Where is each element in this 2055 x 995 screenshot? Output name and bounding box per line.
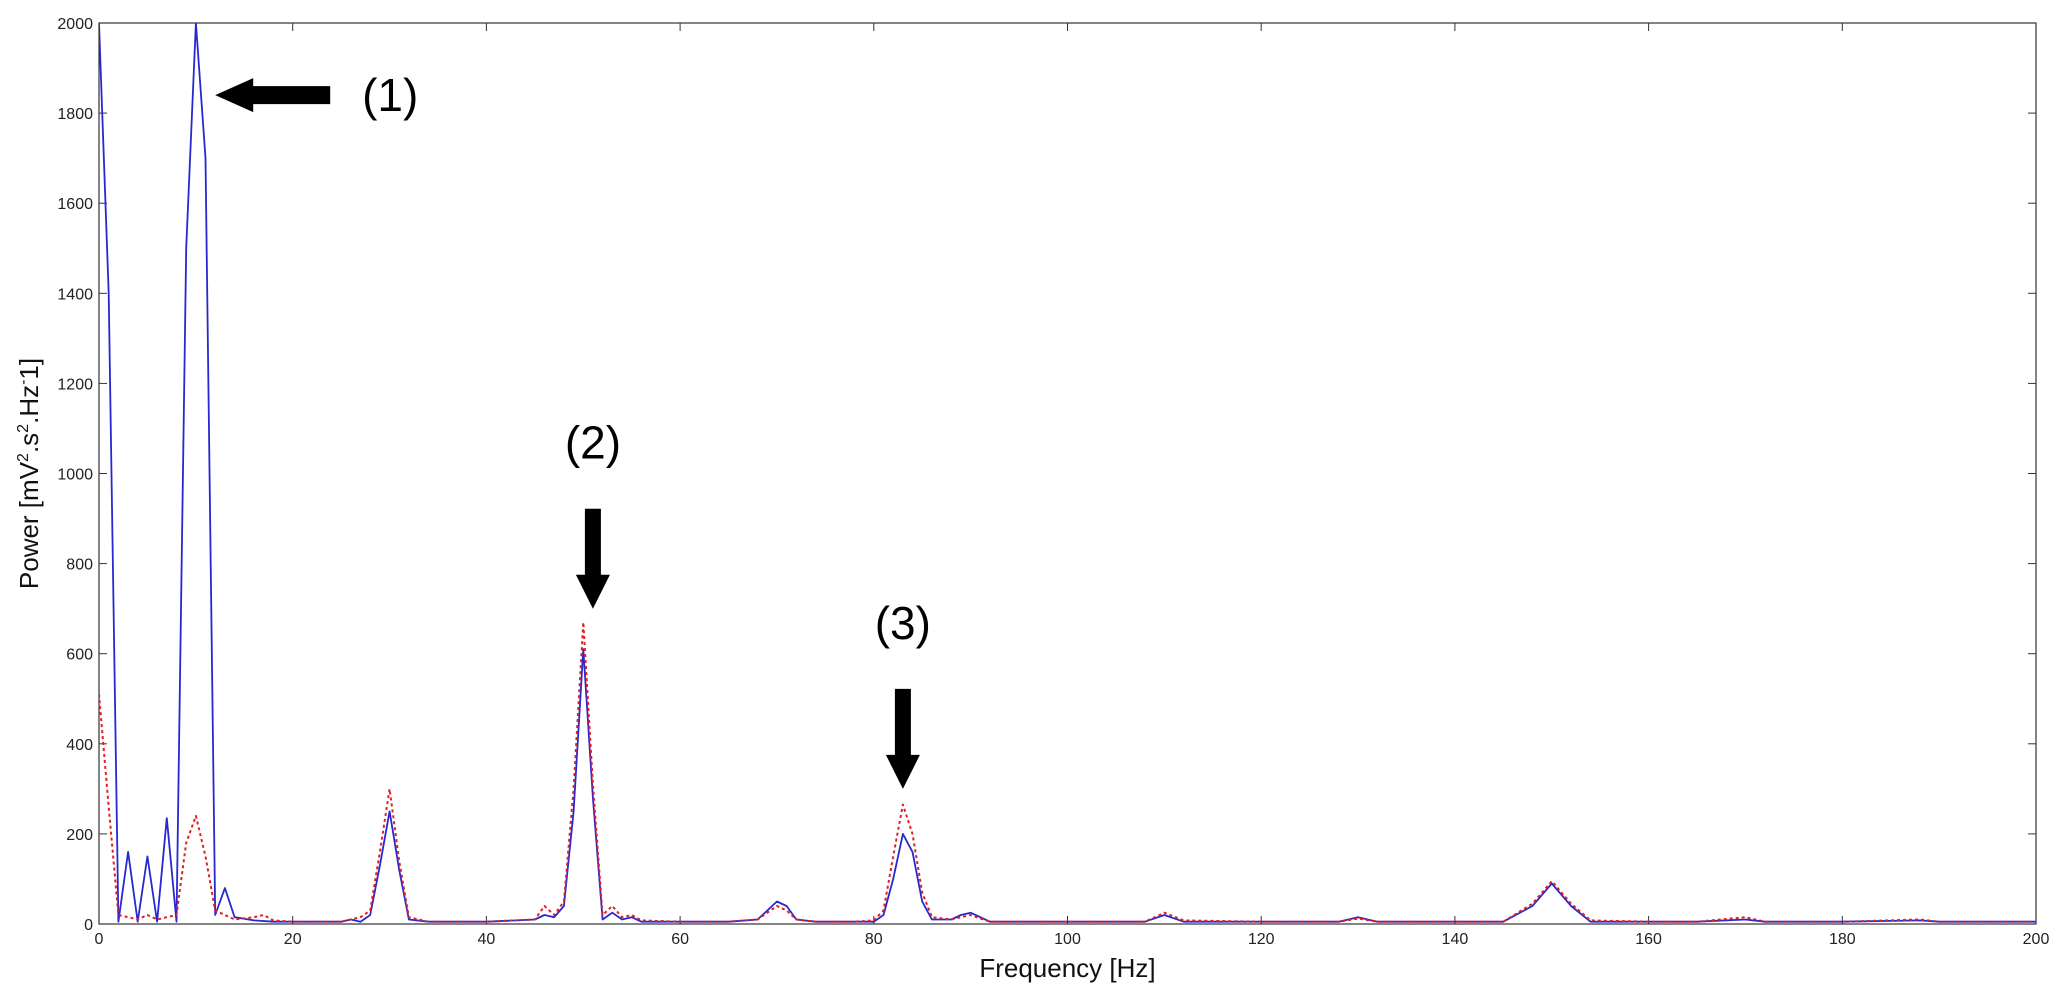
x-tick-label: 200 — [2023, 931, 2050, 948]
plot-frame — [98, 22, 2037, 925]
y-tick-label: 1200 — [57, 376, 93, 393]
y-tick-label: 1000 — [57, 467, 93, 484]
x-tick-label: 40 — [478, 931, 496, 948]
annotation-arrow-2 — [575, 508, 610, 609]
x-tick-label: 20 — [284, 931, 302, 948]
x-tick-label: 160 — [1635, 931, 1662, 948]
series-layer — [99, 23, 2036, 923]
y-tick-label: 1800 — [57, 106, 93, 123]
x-tick-label: 140 — [1442, 931, 1469, 948]
annotation-label-2: (2) — [565, 417, 621, 469]
y-axis-title-part: - — [15, 380, 32, 385]
y-axis-title-part: Power [mV — [14, 461, 44, 589]
y-tick-label: 400 — [66, 737, 93, 754]
x-tick-label: 80 — [865, 931, 883, 948]
annotations-layer: (1) (2) (3) — [215, 69, 931, 789]
plot-area — [98, 22, 2037, 925]
annotation-arrow-1 — [215, 78, 331, 113]
x-tick-label: 0 — [95, 931, 104, 948]
y-axis-title: Power [mV2.s2.Hz-1] — [14, 358, 44, 589]
y-tick-label: 2000 — [57, 16, 93, 33]
x-tick-label: 180 — [1829, 931, 1856, 948]
x-tick-label: 120 — [1248, 931, 1275, 948]
axes: 0 20 40 60 80 100 120 140 160 180 2000200400600800… — [57, 16, 2049, 948]
y-axis-title-part: .Hz — [14, 385, 44, 424]
y-axis-title-part: .s — [14, 433, 44, 453]
y-tick-label: 200 — [66, 827, 93, 844]
x-tick-label: 100 — [1054, 931, 1081, 948]
x-tick-label: 60 — [671, 931, 689, 948]
y-axis-title-part: 1] — [14, 358, 44, 380]
x-axis-title: Frequency [Hz] — [979, 953, 1155, 983]
series-line-2 — [99, 621, 2036, 923]
annotation-arrow-3 — [885, 688, 920, 789]
y-tick-label: 600 — [66, 647, 93, 664]
annotation-label-1: (1) — [362, 69, 418, 121]
y-tick-label: 1600 — [57, 196, 93, 213]
y-axis-title-part: 2 — [15, 453, 32, 462]
y-tick-label: 0 — [84, 917, 93, 934]
y-tick-label: 800 — [66, 557, 93, 574]
y-tick-label: 1400 — [57, 286, 93, 303]
annotation-label-3: (3) — [875, 597, 931, 649]
y-axis-title-part: 2 — [15, 424, 32, 433]
